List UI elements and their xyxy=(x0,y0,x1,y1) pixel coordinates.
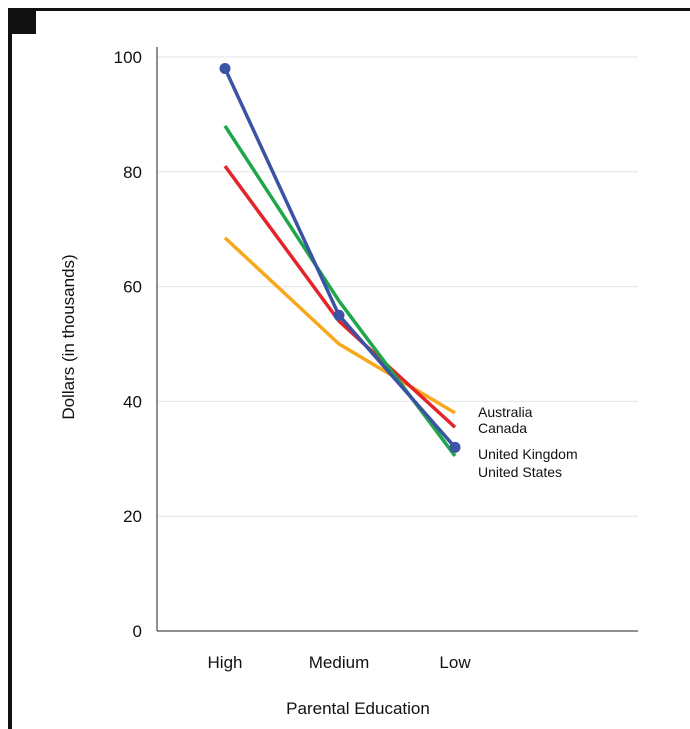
series-marker-united-states-high xyxy=(219,62,231,74)
y-tick-label-60: 60 xyxy=(123,278,142,297)
legend-label-united-kingdom: United Kingdom xyxy=(478,446,578,462)
y-tick-label-80: 80 xyxy=(123,163,142,182)
legend-label-united-states: United States xyxy=(478,464,562,480)
x-tick-label-medium: Medium xyxy=(309,653,369,672)
y-axis-title: Dollars (in thousands) xyxy=(59,254,78,419)
y-tick-label-0: 0 xyxy=(133,622,142,641)
axes xyxy=(156,47,638,632)
x-axis-title: Parental Education xyxy=(286,699,430,718)
series-marker-united-states-medium xyxy=(333,309,345,321)
series-line-canada xyxy=(223,165,457,429)
y-tick-label-100: 100 xyxy=(114,48,142,67)
legend-label-australia: Australia xyxy=(478,404,533,420)
series-marker-united-states-low xyxy=(449,441,461,453)
legend: Australia Canada United Kingdom United S… xyxy=(478,404,578,480)
frame-left-border xyxy=(8,8,12,729)
y-tick-labels: 0 20 40 60 80 100 xyxy=(114,48,142,641)
y-tick-label-40: 40 xyxy=(123,392,142,411)
y-tick-label-20: 20 xyxy=(123,507,142,526)
series-line-australia xyxy=(223,236,456,415)
frame-top-border xyxy=(8,8,690,11)
series-lines xyxy=(223,67,457,457)
x-tick-label-low: Low xyxy=(439,653,471,672)
series-markers xyxy=(219,62,461,453)
legend-label-canada: Canada xyxy=(478,420,527,436)
corner-block xyxy=(8,8,36,34)
grid-lines xyxy=(157,56,638,517)
x-tick-label-high: High xyxy=(208,653,243,672)
x-tick-labels: High Medium Low xyxy=(208,653,472,672)
